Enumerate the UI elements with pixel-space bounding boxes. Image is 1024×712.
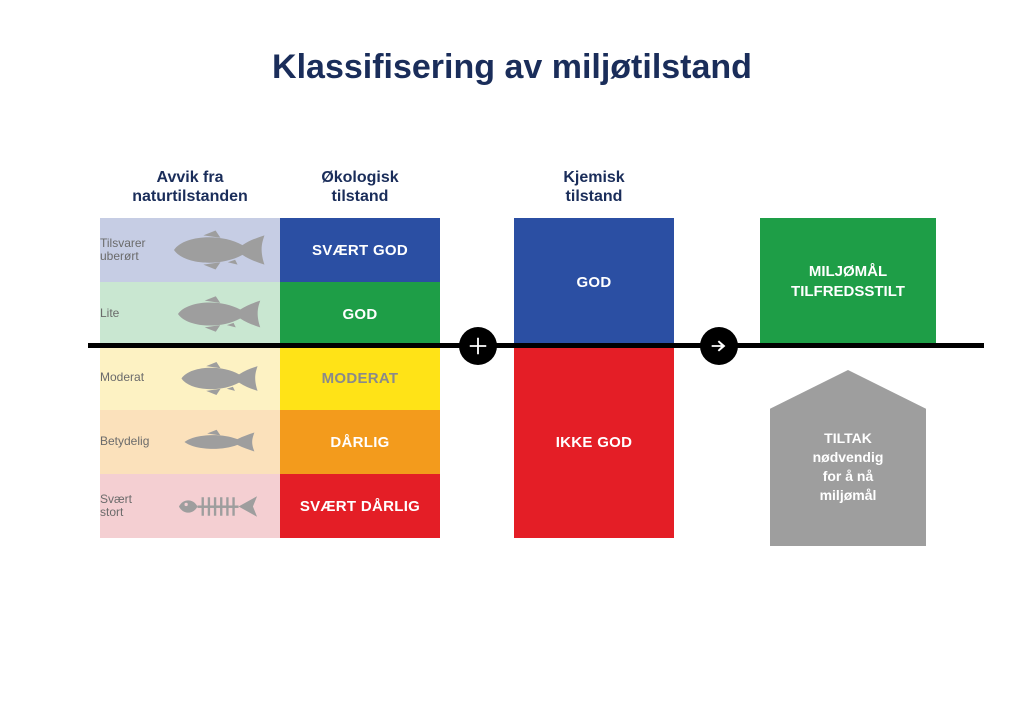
eco-row-label: Moderat [100, 371, 156, 384]
result-good-label: MILJØMÅLTILFREDSSTILT [791, 262, 905, 303]
chemical-bad: IKKE GOD [514, 346, 674, 538]
divider-line [88, 343, 984, 348]
eco-row-label: Betydelig [100, 435, 156, 448]
fish-icon [156, 360, 280, 397]
header-deviation: Avvik franaturtilstanden [100, 168, 280, 206]
fish-icon [156, 228, 280, 272]
eco-status-cell: MODERAT [280, 346, 440, 410]
eco-status-cell: SVÆRT GOD [280, 218, 440, 282]
eco-left-row: Betydelig [100, 410, 280, 474]
fish-icon [156, 294, 280, 334]
chemical-bad-label: IKKE GOD [556, 434, 633, 451]
chemical-good-label: GOD [576, 274, 611, 291]
arrow-right-icon [700, 327, 738, 365]
diagram-title: Klassifisering av miljøtilstand [0, 0, 1024, 87]
eco-left-row: Sværtstort [100, 474, 280, 538]
eco-row-label: Tilsvareruberørt [100, 237, 156, 263]
result-bad-label: TILTAKnødvendigfor å nåmiljømål [813, 411, 884, 505]
eco-row-label: Sværtstort [100, 493, 156, 519]
eco-left-row: Tilsvareruberørt [100, 218, 280, 282]
eco-status-cell: SVÆRT DÅRLIG [280, 474, 440, 538]
eco-left-row: Moderat [100, 346, 280, 410]
eco-left-row: Lite [100, 282, 280, 346]
eco-status-cell: GOD [280, 282, 440, 346]
header-ecological: Økologisktilstand [280, 168, 440, 206]
eco-row-label: Lite [100, 307, 156, 320]
plus-icon [459, 327, 497, 365]
result-bad: TILTAKnødvendigfor å nåmiljømål [770, 370, 926, 546]
fish-icon [156, 488, 280, 525]
fish-icon [156, 425, 280, 459]
chemical-good: GOD [514, 218, 674, 346]
result-good: MILJØMÅLTILFREDSSTILT [760, 218, 936, 346]
header-chemical: Kjemisktilstand [514, 168, 674, 206]
eco-status-cell: DÅRLIG [280, 410, 440, 474]
